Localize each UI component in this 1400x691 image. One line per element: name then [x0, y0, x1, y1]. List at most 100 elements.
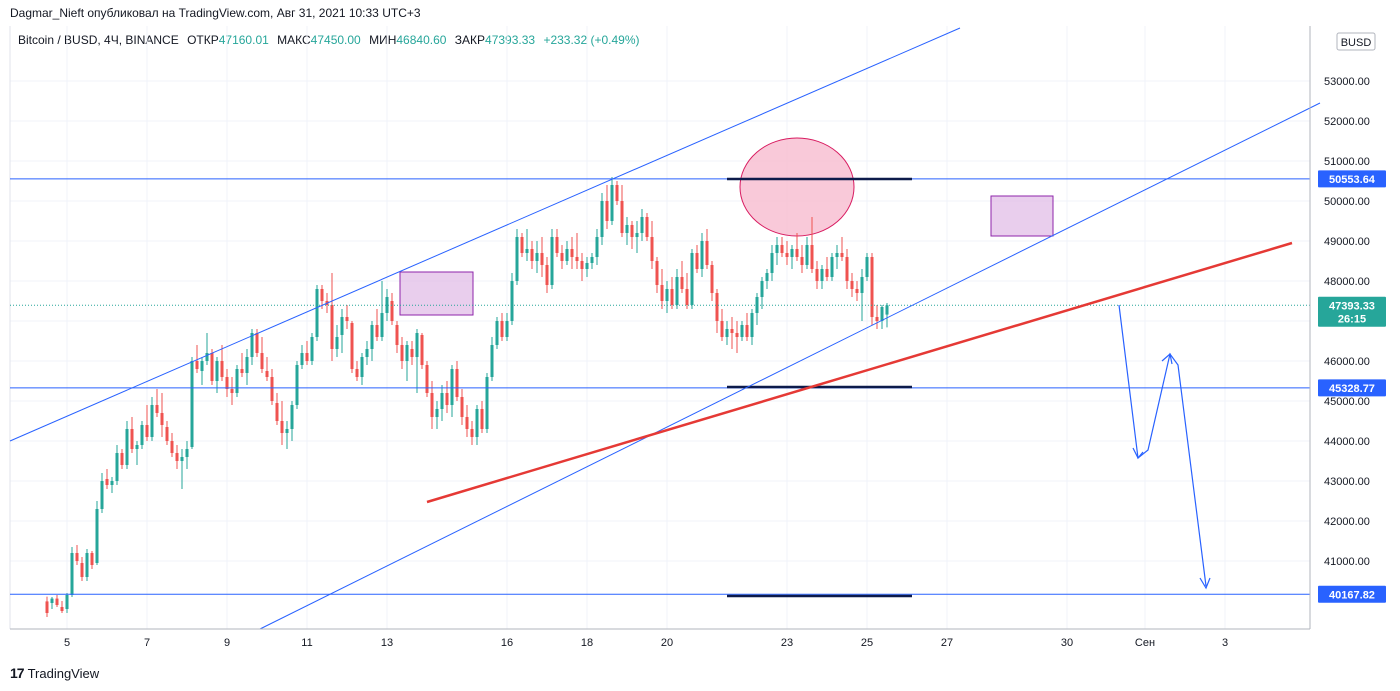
candle-body	[320, 289, 324, 301]
candle	[765, 269, 769, 289]
candle-body	[765, 273, 769, 281]
candle	[280, 401, 284, 445]
candle	[405, 341, 409, 381]
highlight-rect-left	[399, 271, 474, 316]
candle	[160, 393, 164, 437]
price-tag-countdown: 26:15	[1338, 313, 1366, 325]
candle-body	[840, 253, 844, 257]
candle	[220, 345, 224, 381]
candle-body	[105, 479, 109, 485]
candle	[80, 557, 84, 581]
candle-body	[735, 333, 739, 337]
candle	[185, 441, 189, 469]
candle	[815, 261, 819, 289]
candle	[290, 401, 294, 441]
candle	[440, 385, 444, 421]
candle-body	[135, 445, 139, 449]
candle	[350, 321, 354, 373]
candle-body	[885, 305, 889, 315]
candle	[835, 245, 839, 269]
candle-body	[245, 357, 249, 373]
candle	[785, 241, 789, 265]
candle	[385, 289, 389, 321]
candle	[370, 321, 374, 361]
candle	[425, 361, 429, 397]
candle	[825, 257, 829, 281]
candle-body	[85, 553, 89, 577]
price-axis[interactable]: 53000.00 52000.00 51000.00 50000.00 49000.00…	[1309, 26, 1370, 629]
candle-body	[510, 281, 514, 321]
candle-body	[530, 249, 534, 261]
candle	[865, 253, 869, 281]
x-tick-label: 27	[941, 637, 953, 649]
y-tick-label: 52000.00	[1324, 116, 1370, 128]
candle	[760, 277, 764, 309]
x-tick-label: 25	[861, 637, 873, 649]
low-value: 46840.60	[396, 33, 447, 47]
currency-badge-label: BUSD	[1341, 37, 1372, 49]
candle-body	[685, 289, 689, 305]
candle-body	[490, 345, 494, 377]
price-tag-value: 45328.77	[1329, 383, 1375, 395]
candle-body	[195, 361, 199, 369]
candle-body	[355, 369, 359, 377]
candle	[715, 289, 719, 333]
candle	[475, 405, 479, 445]
candle-body	[850, 281, 854, 289]
tradingview-logo[interactable]: 17 TradingView	[10, 665, 99, 681]
candle-body	[70, 553, 74, 595]
candle-body	[55, 598, 59, 605]
candle	[525, 229, 529, 261]
candle	[450, 365, 454, 417]
candle	[830, 253, 834, 281]
highlight-rect-right	[990, 195, 1054, 237]
projection-arrowhead	[1132, 447, 1144, 460]
candle	[690, 249, 694, 309]
candle-body	[390, 301, 394, 321]
candle-body	[255, 333, 259, 353]
candle	[805, 237, 809, 269]
candle-body	[295, 365, 299, 405]
time-axis[interactable]: 5 7 9 11 13 16 18 20 23 25 27 30 Сен 3	[10, 628, 1310, 649]
change-value: +233.32 (+0.49%)	[543, 33, 640, 47]
projection-path	[1118, 304, 1207, 587]
candle-body	[550, 237, 554, 285]
candle	[390, 293, 394, 325]
candle	[170, 433, 174, 457]
candle	[545, 257, 549, 293]
candle-body	[90, 553, 94, 565]
candle	[330, 273, 334, 361]
projection-arrowhead	[1199, 577, 1211, 590]
y-tick-label: 49000.00	[1324, 236, 1370, 248]
currency-badge[interactable]: BUSD	[1336, 32, 1376, 51]
candle	[285, 421, 289, 449]
candle-body	[240, 369, 244, 373]
candle-body	[460, 397, 464, 417]
candle	[240, 353, 244, 377]
candle-body	[515, 237, 519, 281]
candle	[365, 341, 369, 365]
candle-body	[150, 405, 154, 437]
candle-body	[870, 257, 874, 317]
price-tag-value: 40167.82	[1329, 589, 1375, 601]
candle-body	[775, 245, 779, 253]
candle-body	[440, 393, 444, 409]
y-tick-label: 41000.00	[1324, 556, 1370, 568]
candle-body	[725, 329, 729, 337]
candle	[345, 305, 349, 329]
candle-body	[660, 285, 664, 301]
candle	[665, 281, 669, 313]
x-tick-label: 5	[64, 637, 70, 649]
candle-body	[800, 257, 804, 265]
y-tick-label: 45000.00	[1324, 396, 1370, 408]
open-label: ОТКР	[187, 33, 219, 47]
price-tag-bg	[1318, 296, 1386, 327]
candle	[115, 445, 119, 485]
candle-body	[865, 257, 869, 277]
candle	[515, 229, 519, 285]
candle	[50, 597, 54, 609]
candle-body	[230, 389, 234, 393]
candle-body	[210, 353, 214, 381]
